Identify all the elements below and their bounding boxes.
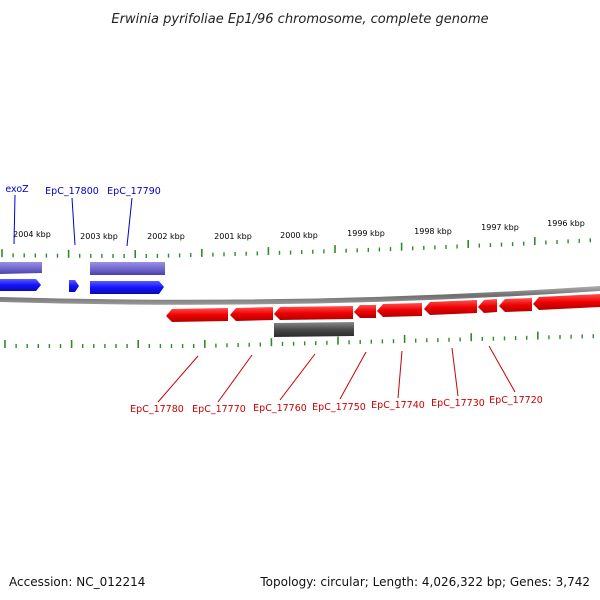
gene-arrow-EpC_17730b[interactable]: [478, 299, 497, 313]
leader-line: [451, 347, 459, 397]
scale-label: 2001 kbp: [214, 232, 252, 241]
gene-label-EpC_17760[interactable]: EpC_17760: [253, 403, 307, 414]
gene-arrow-EpC_17790-light[interactable]: [90, 262, 165, 275]
gene-label-exoZ[interactable]: exoZ: [5, 184, 29, 195]
scale-label: 2000 kbp: [280, 231, 318, 240]
scale-label: 1999 kbp: [347, 229, 385, 238]
forward-strand-track: [0, 262, 165, 294]
gene-arrow-exoZ-light[interactable]: [0, 262, 42, 274]
gene-label-EpC_17740[interactable]: EpC_17740: [371, 400, 425, 411]
leader-line: [488, 345, 516, 393]
gene-arrow-EpC_17790[interactable]: [90, 281, 164, 294]
leader-line: [279, 353, 316, 401]
scale-label: 1996 kbp: [547, 219, 585, 228]
gene-arrow-EpC_17730[interactable]: [424, 300, 477, 315]
leader-line: [217, 354, 253, 403]
gene-labels-top: exoZ EpC_17800 EpC_17790: [5, 184, 160, 197]
scale-labels: 2004 kbp 2003 kbp 2002 kbp 2001 kbp 2000…: [13, 219, 585, 241]
gene-label-EpC_17750[interactable]: EpC_17750: [312, 402, 366, 413]
leader-line: [339, 351, 367, 400]
leader-line: [126, 197, 133, 247]
gene-label-EpC_17770[interactable]: EpC_17770: [192, 404, 246, 415]
gene-label-EpC_17790[interactable]: EpC_17790: [107, 186, 161, 197]
scale-label: 2002 kbp: [147, 232, 185, 241]
label-leaders-bottom: [157, 345, 516, 403]
gene-label-EpC_17720[interactable]: EpC_17720: [489, 395, 543, 406]
label-leaders-top: [13, 194, 133, 247]
scale-label: 2004 kbp: [13, 230, 51, 239]
scale-ticks-top: [1, 237, 591, 258]
gene-arrow-EpC_17780[interactable]: [166, 308, 228, 322]
gene-arrow-EpC_17720[interactable]: [499, 298, 532, 312]
scale-label: 1997 kbp: [481, 223, 519, 232]
scale-label: 1998 kbp: [414, 227, 452, 236]
gene-label-EpC_17780[interactable]: EpC_17780: [130, 404, 184, 415]
gene-arrow-EpC_17760-light[interactable]: [274, 322, 354, 337]
leader-line: [157, 355, 199, 403]
scale-ticks-bottom: [4, 331, 594, 348]
genome-summary-text: Topology: circular; Length: 4,026,322 bp…: [259, 575, 590, 589]
gene-label-EpC_17800[interactable]: EpC_17800: [45, 186, 99, 197]
genome-backbone: [0, 286, 600, 305]
accession-text: Accession: NC_012214: [9, 575, 145, 589]
map-title: Erwinia pyrifoliae Ep1/96 chromosome, co…: [111, 12, 488, 27]
reverse-strand-track: [166, 294, 600, 337]
gene-arrow-EpC_17770[interactable]: [230, 307, 273, 321]
leader-line: [13, 194, 16, 245]
gene-arrow-exoZ[interactable]: [0, 279, 41, 291]
gene-arrow-EpC_17710[interactable]: [533, 294, 600, 310]
gene-arrow-EpC_17750[interactable]: [354, 305, 376, 318]
scale-label: 2003 kbp: [80, 232, 118, 241]
gene-label-EpC_17730[interactable]: EpC_17730: [431, 398, 485, 409]
gene-arrow-EpC_17740[interactable]: [377, 303, 422, 317]
gene-arrow-EpC_17760[interactable]: [274, 306, 353, 320]
gene-labels-bottom: EpC_17780 EpC_17770 EpC_17760 EpC_17750 …: [130, 395, 543, 415]
leader-line: [397, 350, 403, 399]
gene-arrow-EpC_17800[interactable]: [69, 280, 79, 292]
leader-line: [71, 197, 76, 246]
